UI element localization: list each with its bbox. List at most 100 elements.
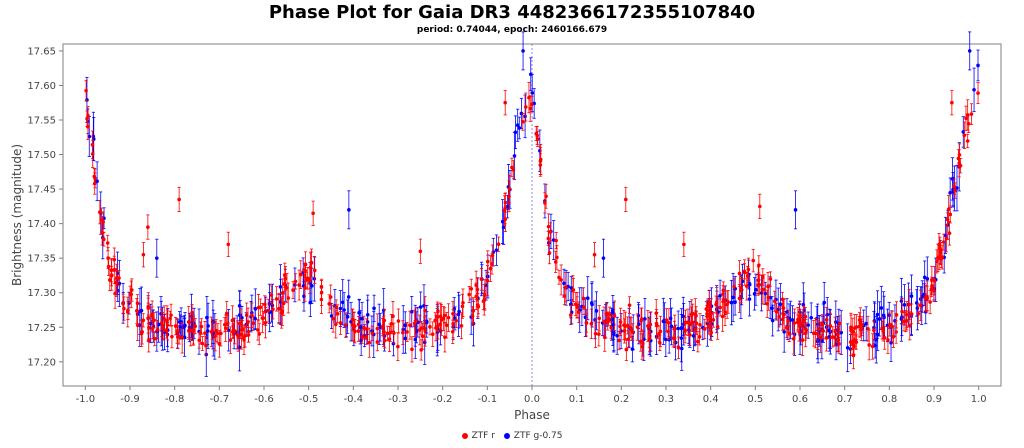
y-tick-label: 17.25 (27, 323, 56, 334)
ztf-r-point (848, 328, 853, 356)
ztf-g-point (864, 306, 868, 341)
ztf-g-point (95, 161, 99, 202)
ztf-r-point (90, 130, 95, 160)
ztf-r-point (297, 269, 301, 301)
ztf-r-point (375, 332, 380, 352)
ztf-r-point (882, 325, 887, 350)
ztf-g-point (972, 67, 976, 112)
ztf-g-point (615, 316, 619, 355)
ztf-g-point (494, 234, 499, 266)
ztf-r-point (676, 336, 681, 360)
ztf-r-point (106, 257, 111, 276)
ztf-r-point (412, 309, 417, 337)
ztf-g-point (87, 116, 92, 157)
chart-title: Phase Plot for Gaia DR3 4482366172355107… (268, 2, 756, 23)
ztf-r-point (757, 255, 761, 276)
ztf-r-point (756, 266, 761, 294)
ztf-r-point (925, 280, 929, 313)
ztf-r-point (469, 278, 474, 299)
ztf-r-point (454, 313, 459, 329)
ztf-r-point (907, 311, 912, 341)
ztf-r-point (612, 300, 617, 331)
ztf-r-point (356, 320, 361, 342)
ztf-r-point (602, 306, 606, 337)
ztf-g-point (378, 313, 382, 342)
ztf-r-point (693, 298, 698, 330)
ztf-r-point (385, 325, 390, 342)
ztf-r-point (165, 305, 169, 336)
ztf-r-point (107, 268, 112, 292)
legend-label-ztf-g: ZTF g-0.75 (513, 431, 563, 441)
ztf-r-point (597, 305, 602, 332)
ztf-r-point (547, 241, 552, 265)
ztf-r-point-outlier (592, 242, 597, 268)
ztf-r-point (593, 319, 598, 348)
ztf-r-point (146, 297, 151, 316)
legend-label-ztf-r: ZTF r (471, 431, 495, 441)
x-tick-label: -0.3 (388, 394, 408, 405)
ztf-g-point (340, 279, 345, 326)
x-tick-label: 0.9 (926, 394, 942, 405)
ztf-r-point-outlier (418, 238, 423, 264)
ztf-r-point (219, 320, 223, 347)
ztf-g-point (253, 307, 257, 330)
ztf-r-point (269, 285, 274, 305)
ztf-r-point (367, 327, 372, 358)
ztf-r-point (335, 304, 340, 324)
ztf-r-point (554, 231, 558, 250)
ztf-r-point (630, 323, 635, 341)
ztf-r-point (944, 224, 949, 253)
ztf-r-point (544, 183, 548, 209)
ztf-r-point (430, 321, 435, 347)
ztf-g-point-outlier (521, 31, 525, 71)
ztf-r-point (697, 328, 702, 346)
ztf-r-point (718, 298, 722, 317)
ztf-r-point (338, 311, 343, 335)
ztf-r-point (624, 338, 629, 361)
ztf-r-point (571, 275, 575, 307)
ztf-g-point (501, 209, 506, 245)
y-tick-label: 17.45 (27, 185, 56, 196)
ztf-r-point (854, 314, 859, 340)
x-tick-label: 1.0 (971, 394, 987, 405)
ztf-r-point (575, 291, 579, 319)
ztf-r-point (932, 278, 936, 303)
ztf-r-point (135, 294, 140, 313)
ztf-r-point-outlier (682, 231, 686, 257)
x-tick-label: -0.5 (299, 394, 319, 405)
ztf-r-point (126, 300, 130, 321)
ztf-r-point (460, 293, 465, 319)
x-tick-label: 0.5 (747, 394, 763, 405)
ztf-r-point (964, 105, 968, 131)
ztf-r-point (408, 310, 412, 340)
ztf-r-point (490, 244, 495, 267)
ztf-r-point (298, 260, 303, 289)
legend-item-ztf-r: ZTF r (461, 431, 495, 441)
ztf-r-point (867, 329, 871, 361)
ztf-r-point (246, 320, 251, 343)
ztf-r-point (836, 326, 840, 343)
ztf-r-point (696, 330, 700, 353)
ztf-r-point (396, 332, 400, 361)
ztf-r-point (303, 251, 308, 278)
ztf-g-point (342, 292, 346, 328)
ztf-r-point (319, 278, 324, 306)
ztf-r-point (962, 121, 967, 150)
ztf-r-point (952, 178, 957, 195)
ztf-g-point (790, 305, 795, 335)
ztf-r-point (343, 312, 348, 338)
ztf-r-point (263, 307, 268, 339)
ztf-r-point (419, 321, 423, 336)
x-tick-label: -0.4 (344, 394, 364, 405)
ztf-r-point (442, 307, 447, 324)
x-tick-label: 0.3 (658, 394, 674, 405)
ztf-r-point (291, 281, 295, 299)
ztf-r-point (941, 233, 946, 251)
ztf-g-point (747, 281, 752, 317)
ztf-r-point-outlier (950, 90, 954, 116)
x-tick-label: -0.8 (165, 394, 185, 405)
ztf-r-point (155, 319, 160, 340)
ztf-g-point (976, 49, 980, 82)
ztf-r-point (786, 309, 790, 333)
ztf-r-point (364, 329, 369, 345)
